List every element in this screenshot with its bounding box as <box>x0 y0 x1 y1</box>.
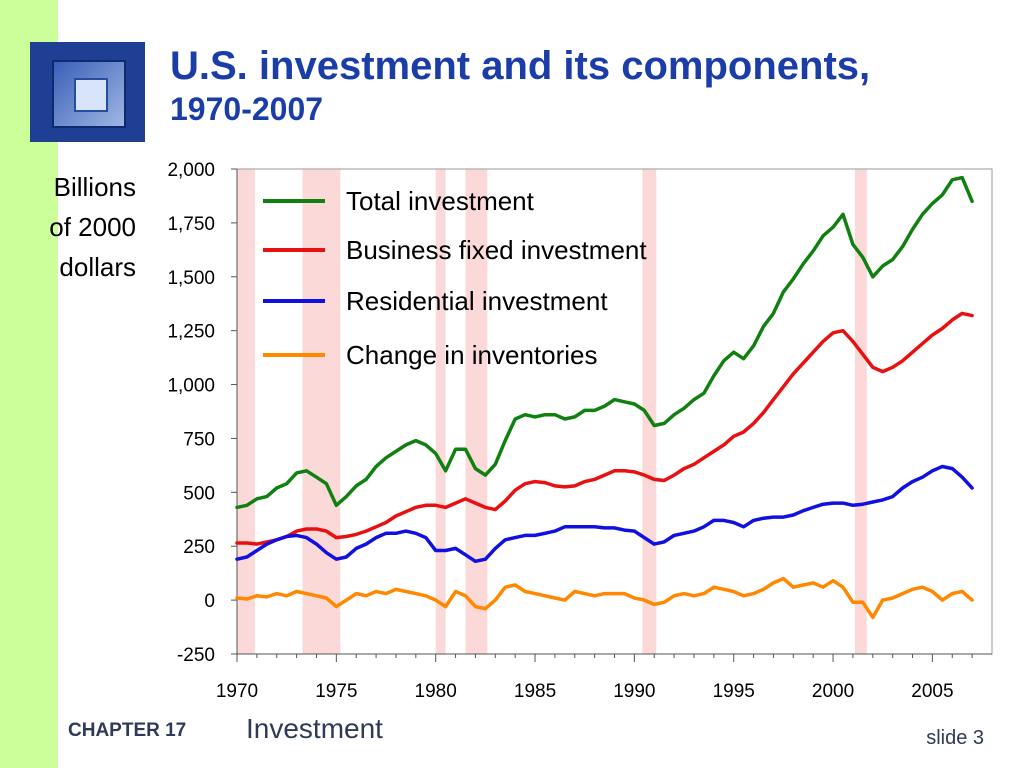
y-tick-label: 1,000 <box>167 376 215 397</box>
y-tick-label: 750 <box>183 429 215 450</box>
chapter-logo-image <box>30 42 145 142</box>
x-tick-label: 2005 <box>911 681 953 702</box>
y-tick-label: -250 <box>177 645 215 666</box>
legend-label: Total investment <box>346 186 535 216</box>
logo-window <box>74 78 108 112</box>
x-tick-label: 1980 <box>415 681 457 702</box>
x-tick-label: 2000 <box>812 681 854 702</box>
slide-title: U.S. investment and its components, 1970… <box>170 42 1010 128</box>
x-tick-label: 1970 <box>216 681 258 702</box>
x-tick-label: 1990 <box>613 681 655 702</box>
footer-topic: Investment <box>246 713 383 744</box>
legend-label: Change in inventories <box>346 340 598 370</box>
slide-title-line1: U.S. investment and its components, <box>170 44 871 88</box>
series-line-total-investment <box>235 175 974 510</box>
y-tick-label: 250 <box>183 537 215 558</box>
x-tick-label: 1995 <box>713 681 755 702</box>
legend-label: Business fixed investment <box>346 235 647 265</box>
y-tick-label: 1,750 <box>167 214 215 235</box>
recession-band <box>465 169 488 654</box>
y-units-line1: Billions <box>53 172 136 202</box>
recession-band <box>642 169 657 654</box>
recession-band <box>302 169 341 654</box>
recession-band <box>435 169 446 654</box>
y-units-line3: dollars <box>59 252 136 282</box>
y-axis-units: Billions of 2000 dollars <box>20 167 136 287</box>
footer-slide-number: slide 3 <box>926 727 984 749</box>
y-units-line2: of 2000 <box>49 212 136 242</box>
series-line-residential-investment <box>235 464 974 564</box>
footer-chapter: CHAPTER 17 <box>68 720 187 741</box>
y-tick-label: 1,250 <box>167 322 215 343</box>
y-tick-label: 1,500 <box>167 268 215 289</box>
slide-title-line2: 1970-2007 <box>170 91 324 127</box>
recession-band <box>237 169 255 654</box>
y-tick-label: 2,000 <box>167 160 215 181</box>
logo-frame <box>52 60 126 128</box>
y-tick-label: 500 <box>183 483 215 504</box>
series-line-change-in-inventories <box>235 576 974 620</box>
legend-label: Residential investment <box>346 286 608 316</box>
series-line-business-fixed-investment <box>235 311 974 546</box>
recession-band <box>854 169 867 654</box>
y-tick-label: 0 <box>204 591 215 612</box>
x-tick-label: 1975 <box>315 681 357 702</box>
x-tick-label: 1985 <box>514 681 556 702</box>
